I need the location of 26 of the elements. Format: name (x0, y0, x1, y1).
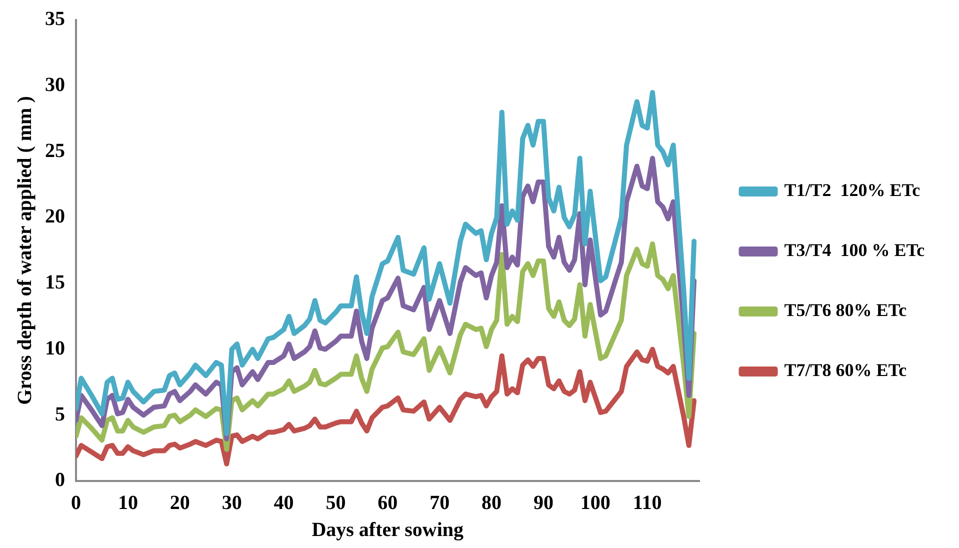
x-tick-label: 90 (533, 492, 554, 514)
y-tick-label: 30 (45, 74, 65, 96)
x-axis-title: Days after sowing (312, 519, 464, 542)
x-tick-label: 30 (222, 492, 242, 514)
legend-label: T1/T2 120% ETc (784, 180, 920, 200)
x-tick-label: 50 (326, 492, 346, 514)
x-tick-label: 100 (580, 492, 610, 514)
y-tick-label: 10 (45, 337, 65, 360)
y-tick-label: 15 (45, 272, 65, 294)
y-tick-label: 5 (55, 403, 65, 426)
legend-label: T3/T4 100 % ETc (784, 240, 925, 260)
legend-label: T7/T8 60% ETc (784, 360, 907, 380)
y-tick-label: 0 (55, 469, 65, 492)
y-axis-title: Gross depth of water applied ( mm ) (14, 96, 36, 405)
y-tick-label: 25 (45, 140, 65, 162)
x-tick-label: 40 (274, 492, 294, 514)
x-tick-label: 0 (71, 492, 81, 514)
x-tick-label: 20 (170, 492, 190, 514)
x-tick-label: 60 (378, 492, 398, 514)
x-tick-label: 80 (482, 492, 502, 514)
legend-label: T5/T6 80% ETc (784, 300, 907, 320)
x-tick-label: 10 (118, 492, 138, 514)
x-tick-label: 110 (632, 492, 662, 514)
y-tick-label: 20 (45, 206, 65, 228)
y-tick-label: 35 (45, 8, 65, 30)
x-tick-label: 70 (430, 492, 450, 514)
